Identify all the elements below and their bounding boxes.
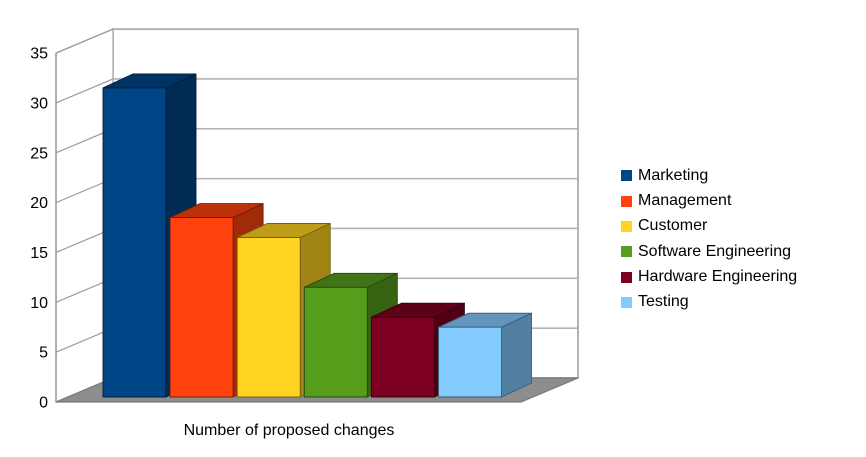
legend-swatch-testing — [621, 296, 632, 308]
bar-face-front — [236, 237, 301, 398]
legend-item-customer: Customer — [621, 214, 797, 239]
y-tick-label: 35 — [30, 46, 48, 63]
legend-item-testing: Testing — [621, 290, 797, 315]
y-tick-label: 10 — [30, 295, 48, 312]
legend-label: Management — [638, 192, 732, 210]
left-wall-gridline — [55, 28, 114, 54]
bar-face-right — [501, 312, 532, 398]
legend-swatch-management — [621, 195, 632, 207]
y-tick-label: 30 — [30, 95, 48, 112]
bar-face-front — [370, 316, 435, 398]
left-wall-gridline — [55, 78, 114, 104]
legend-item-management: Management — [621, 188, 797, 213]
bar-face-front — [169, 217, 234, 398]
y-tick-label: 15 — [30, 245, 48, 262]
bar-face-front — [438, 326, 502, 398]
legend-label: Software Engineering — [638, 242, 791, 260]
y-tick-label: 0 — [39, 395, 48, 412]
bar-testing — [438, 312, 532, 398]
legend-label: Testing — [638, 293, 689, 311]
legend-item-hardware-engineering: Hardware Engineering — [621, 264, 797, 289]
legend-item-software-engineering: Software Engineering — [621, 239, 797, 264]
legend-label: Hardware Engineering — [638, 268, 798, 286]
legend-label: Customer — [638, 217, 708, 235]
bar-face-front — [102, 87, 167, 398]
legend-item-marketing: Marketing — [621, 163, 797, 188]
legend-swatch-hardware-engineering — [621, 271, 632, 283]
legend-swatch-software-engineering — [621, 246, 632, 258]
legend-label: Marketing — [638, 166, 709, 184]
legend-swatch-marketing — [621, 170, 632, 182]
bar-face-front — [303, 286, 368, 398]
x-axis-title: Number of proposed changes — [183, 422, 395, 439]
legend: Marketing Management Customer Software Engi… — [621, 163, 797, 315]
y-tick-label: 20 — [30, 195, 48, 212]
y-tick-label: 25 — [30, 145, 48, 162]
legend-swatch-customer — [621, 220, 632, 232]
y-tick-label: 5 — [39, 345, 48, 362]
